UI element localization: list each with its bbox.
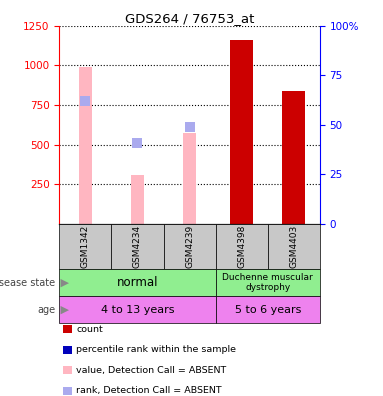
Text: percentile rank within the sample: percentile rank within the sample [76, 345, 236, 354]
Text: 5 to 6 years: 5 to 6 years [234, 305, 301, 315]
Text: 4 to 13 years: 4 to 13 years [101, 305, 174, 315]
Bar [183, 133, 196, 224]
Text: GSM4398: GSM4398 [237, 225, 246, 268]
Bar [79, 67, 92, 224]
Text: disease state: disease state [0, 278, 56, 288]
Text: ▶: ▶ [57, 278, 69, 288]
Text: GSM1342: GSM1342 [81, 225, 90, 268]
Text: age: age [38, 305, 56, 315]
Bar [131, 175, 144, 224]
Bar [282, 91, 306, 224]
Text: GSM4234: GSM4234 [133, 225, 142, 268]
Text: rank, Detection Call = ABSENT: rank, Detection Call = ABSENT [76, 386, 222, 395]
Text: ▶: ▶ [57, 305, 69, 315]
Text: GSM4239: GSM4239 [185, 225, 194, 268]
Text: GSM4403: GSM4403 [289, 225, 298, 268]
Point [187, 124, 193, 130]
Title: GDS264 / 76753_at: GDS264 / 76753_at [125, 11, 254, 25]
Text: normal: normal [117, 276, 158, 289]
Text: Duchenne muscular
dystrophy: Duchenne muscular dystrophy [223, 273, 313, 292]
Point [134, 140, 141, 146]
Text: count: count [76, 325, 103, 333]
Point [82, 98, 88, 104]
Bar [230, 40, 254, 224]
Text: value, Detection Call = ABSENT: value, Detection Call = ABSENT [76, 366, 226, 375]
